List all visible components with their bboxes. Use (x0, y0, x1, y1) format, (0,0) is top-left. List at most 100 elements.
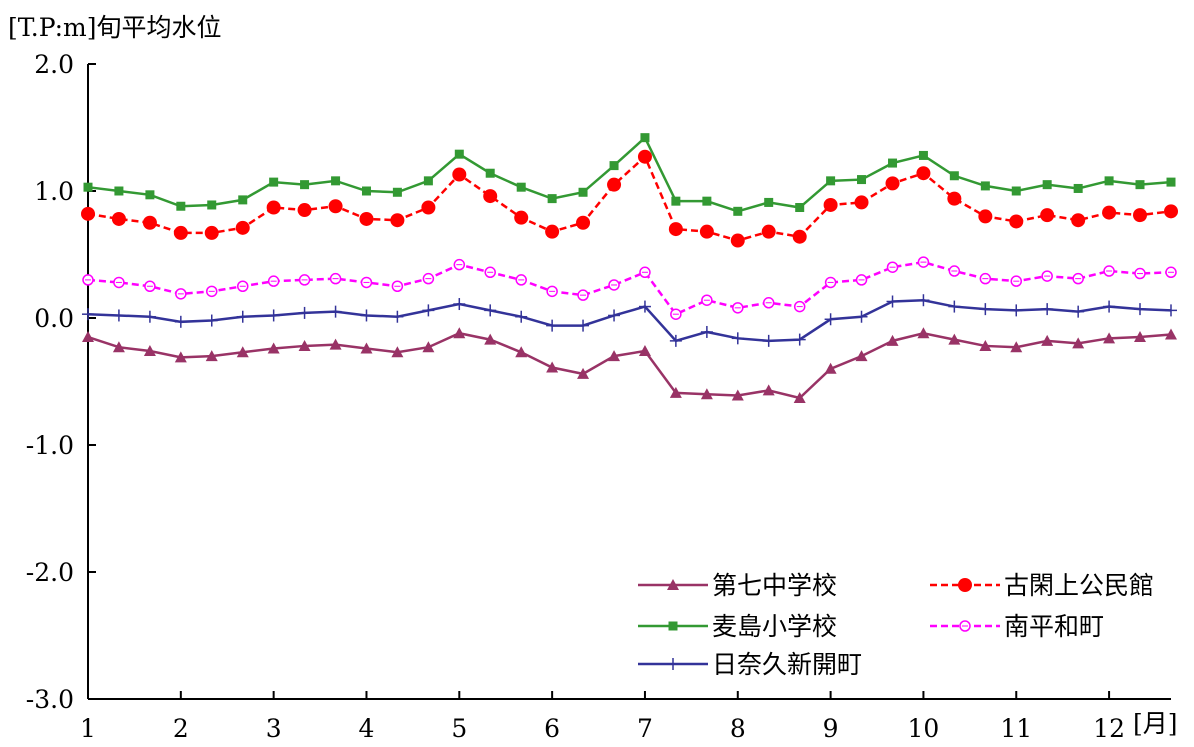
circle-marker (545, 224, 560, 239)
plus-marker (793, 333, 806, 346)
triangle-marker (298, 339, 311, 351)
plus-marker (174, 315, 187, 328)
square-marker (1135, 180, 1145, 190)
triangle-marker (360, 342, 373, 354)
triangle-marker (762, 384, 775, 396)
circle-marker (792, 229, 807, 244)
plus-marker (638, 300, 651, 313)
square-marker (1042, 180, 1052, 190)
triangle-marker (1133, 331, 1146, 343)
circle-marker (1102, 205, 1117, 220)
square-marker (918, 150, 928, 160)
circle-marker (668, 222, 683, 237)
triangle-marker (1165, 328, 1177, 340)
circle-marker (514, 210, 529, 225)
triangle-marker (669, 386, 682, 398)
x-tick-label: 1 (80, 714, 96, 743)
legend-label: 第七中学校 (712, 571, 837, 600)
legend-label: 古閑上公民館 (1004, 571, 1154, 600)
legend-item-2: 古閑上公民館 (930, 571, 1154, 600)
circle-marker (761, 224, 776, 239)
square-marker (1104, 176, 1114, 186)
plus-marker (824, 313, 837, 326)
x-tick-label: 10 (908, 714, 940, 743)
square-marker (392, 187, 402, 197)
square-marker (547, 194, 557, 204)
square-marker (578, 187, 588, 197)
triangle-marker (638, 345, 651, 357)
square-marker (857, 175, 867, 185)
y-tick-label: 1.0 (34, 177, 74, 206)
square-marker (826, 176, 836, 186)
x-tick-label: 5 (451, 714, 467, 743)
series-line (87, 154, 1172, 242)
x-tick-label: 7 (637, 714, 653, 743)
circle-marker (1071, 213, 1086, 228)
square-marker (1166, 177, 1176, 187)
x-tick-label: 12 (1093, 714, 1125, 743)
circle-marker (359, 211, 374, 226)
x-tick-label: 3 (266, 714, 282, 743)
plus-marker (1041, 303, 1054, 316)
square-marker (145, 190, 155, 200)
square-marker (331, 176, 341, 186)
series-line (87, 260, 1172, 316)
circle-marker (421, 200, 436, 215)
plus-marker (82, 308, 94, 321)
square-marker (888, 158, 898, 168)
square-marker (949, 171, 959, 181)
triangle-marker (917, 327, 930, 339)
circle-marker (730, 233, 745, 248)
plus-marker (886, 295, 899, 308)
triangle-marker (515, 346, 528, 358)
triangle-marker (979, 339, 992, 351)
plus-marker (731, 332, 744, 345)
plus-marker (236, 310, 249, 323)
triangle-marker (236, 346, 249, 358)
triangle-marker (174, 351, 187, 363)
triangle-marker (577, 367, 590, 379)
square-marker (609, 161, 619, 171)
triangle-marker (329, 338, 342, 350)
circle-marker (947, 191, 962, 206)
circle-marker (1040, 208, 1055, 223)
plus-marker (143, 310, 156, 323)
circle-marker (204, 225, 219, 240)
series-line (87, 331, 1172, 400)
circle-marker (1164, 204, 1178, 219)
circle-marker (266, 200, 281, 215)
plus-marker (855, 310, 868, 323)
circle-marker (142, 215, 157, 230)
plus-marker (762, 334, 775, 347)
x-tick-label: 6 (544, 714, 560, 743)
square-marker (176, 201, 186, 211)
plus-marker (979, 303, 992, 316)
square-marker (795, 203, 805, 213)
circle-marker (699, 224, 714, 239)
square-marker (980, 181, 990, 191)
plus-marker (1010, 304, 1023, 317)
square-marker (764, 197, 774, 207)
triangle-marker (886, 334, 899, 346)
series-4 (82, 256, 1177, 320)
series-layer (81, 133, 1178, 404)
y-tick-label: 2.0 (34, 50, 74, 79)
square-marker (1073, 183, 1083, 193)
circle-marker (958, 578, 972, 592)
circle-marker (637, 149, 652, 164)
plus-marker (667, 658, 679, 670)
square-marker (423, 176, 433, 186)
legend-item-4: 南平和町 (930, 612, 1104, 641)
plus-marker (1165, 304, 1177, 317)
y-tick-label: -2.0 (26, 558, 74, 587)
square-marker (300, 180, 310, 190)
circle-marker (978, 209, 993, 224)
plus-marker (298, 306, 311, 319)
triangle-marker (1041, 334, 1054, 346)
square-marker (668, 621, 678, 631)
triangle-marker (948, 333, 961, 345)
triangle-marker (793, 392, 806, 404)
square-marker (516, 182, 526, 192)
triangle-marker (1103, 332, 1116, 344)
